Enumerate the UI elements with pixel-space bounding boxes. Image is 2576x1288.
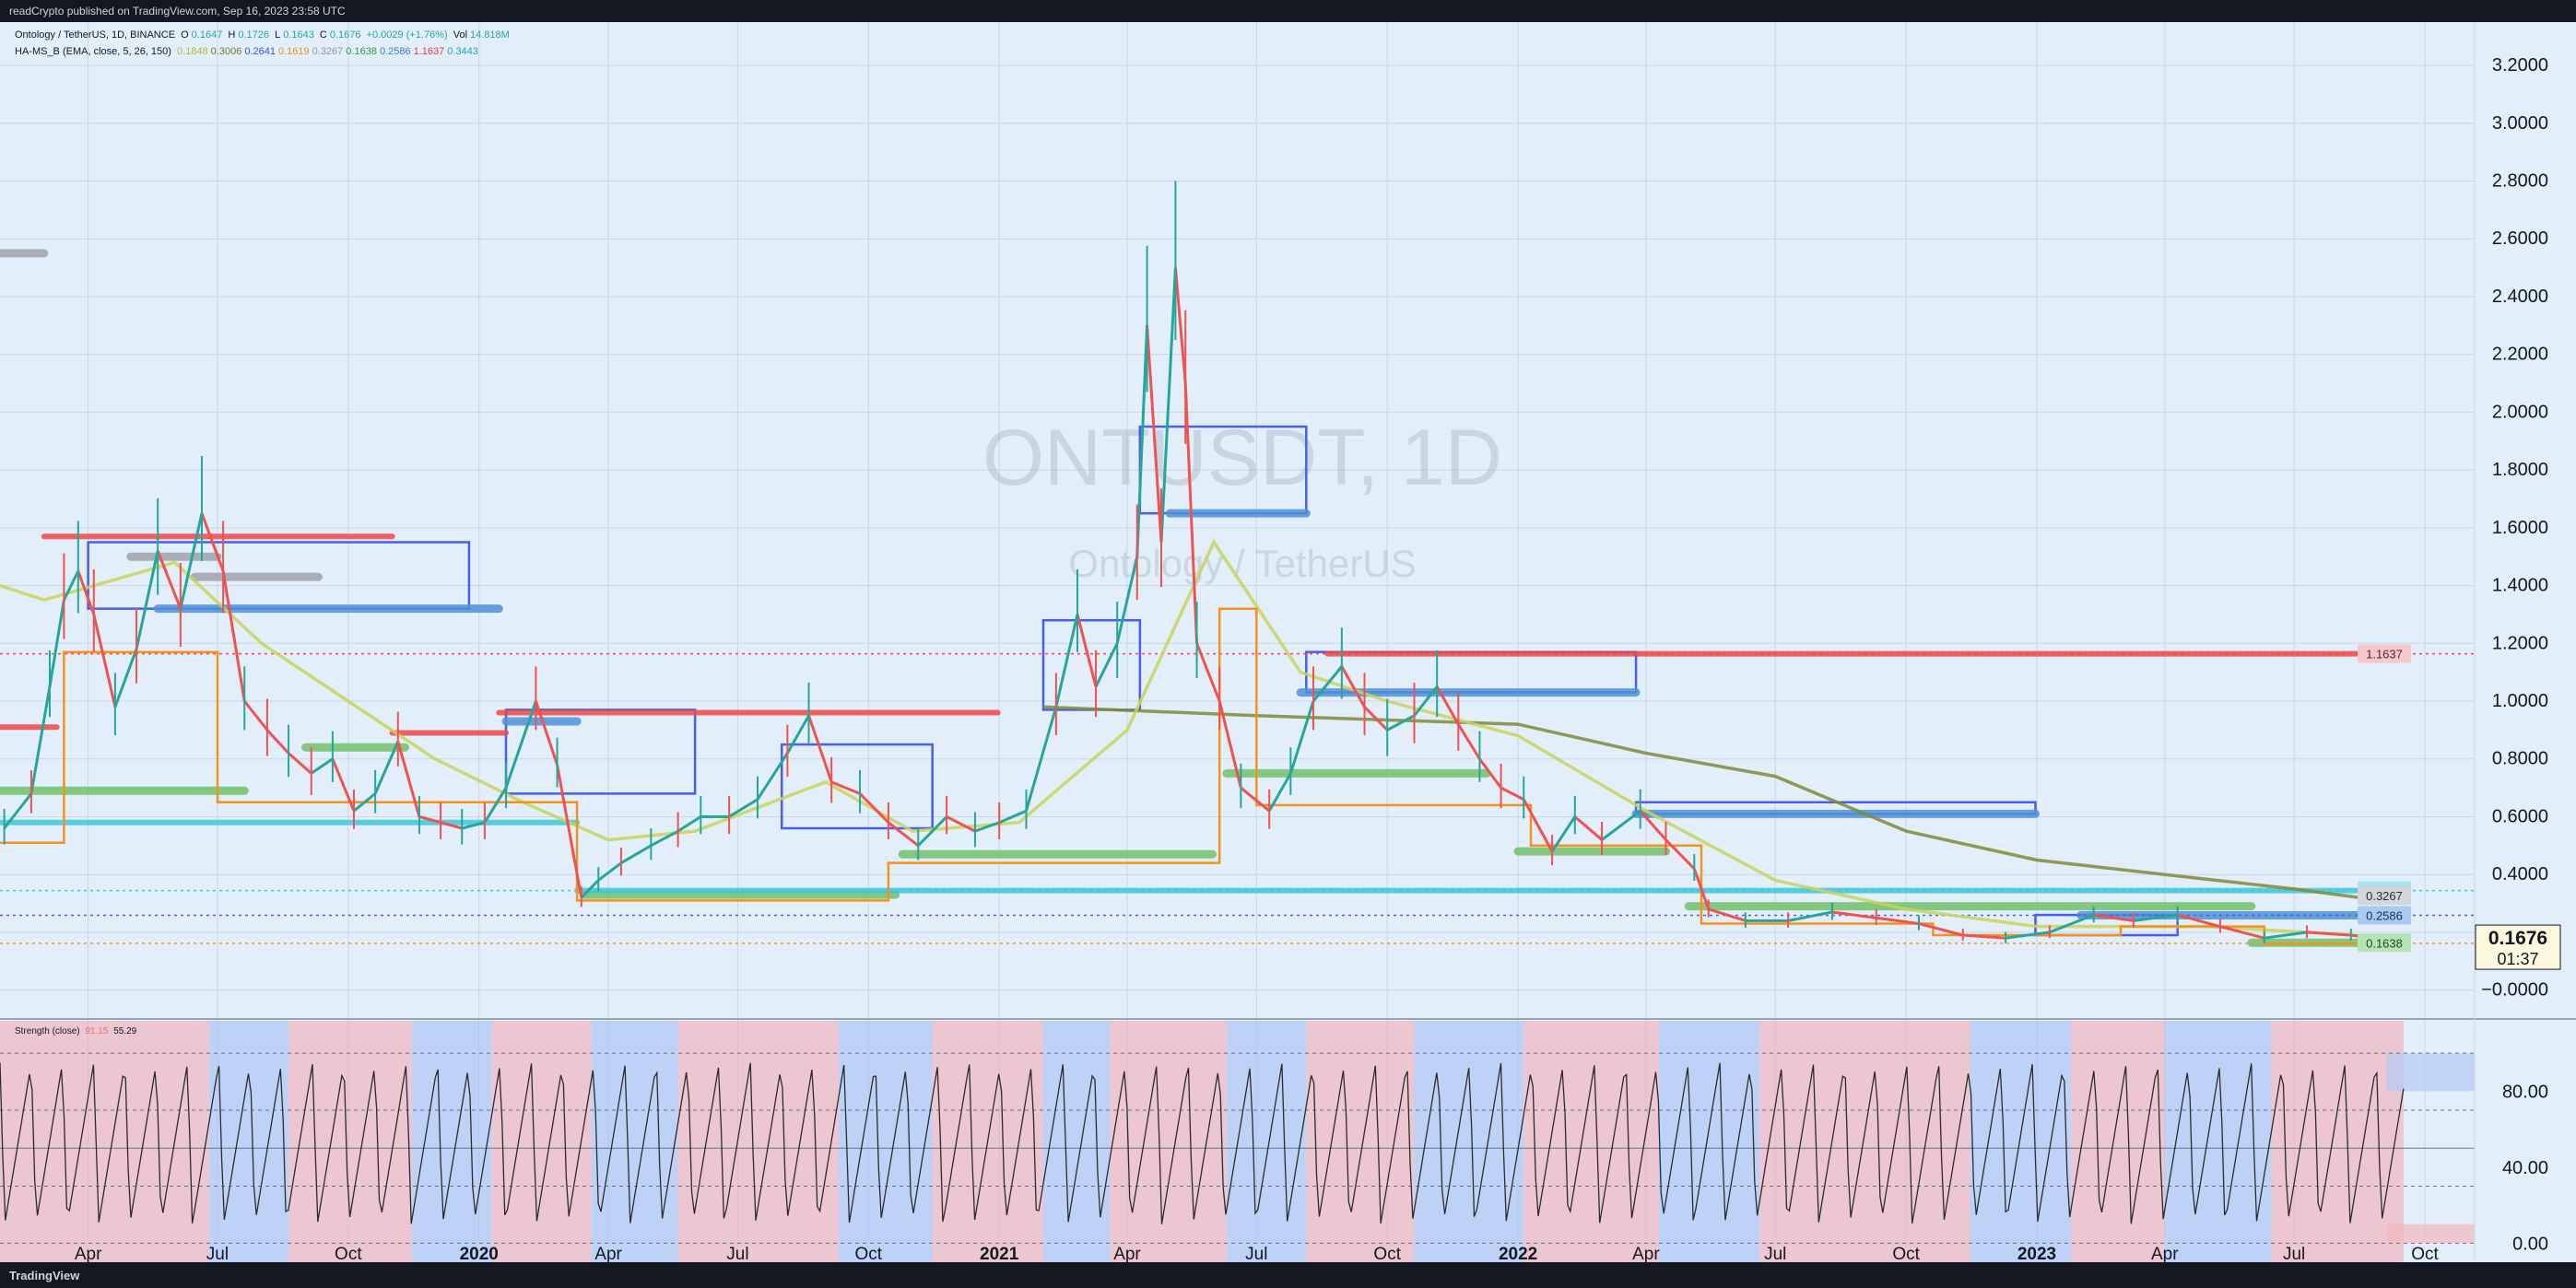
strength-band xyxy=(1227,1021,1306,1262)
price-tick-label: 0.4000 xyxy=(2492,864,2548,884)
volume-value: 14.818M xyxy=(470,29,510,41)
price-tick-label: 2.0000 xyxy=(2492,402,2548,422)
time-tick-label: 2022 xyxy=(1499,1245,1537,1262)
strength-band xyxy=(492,1021,592,1262)
strength-value-2: 55.29 xyxy=(113,1026,136,1036)
price-tick-label: 1.6000 xyxy=(2492,518,2548,538)
countdown-text: 01:37 xyxy=(2497,950,2538,968)
strength-band xyxy=(839,1021,933,1262)
last-price-text: 0.1676 xyxy=(2488,928,2547,949)
close-label: C xyxy=(320,29,327,41)
price-tick-label: 3.2000 xyxy=(2492,55,2548,76)
time-tick-label: Oct xyxy=(2411,1245,2439,1262)
price-tick-label: 1.4000 xyxy=(2492,576,2548,596)
strength-band xyxy=(592,1021,678,1262)
strength-band xyxy=(1659,1021,1759,1262)
strength-tick-label: 0.00 xyxy=(2512,1234,2548,1254)
strength-band xyxy=(0,1021,209,1262)
time-tick-label: Apr xyxy=(594,1245,622,1262)
price-tick-label: −0.0000 xyxy=(2481,980,2548,1001)
time-tick-label: Apr xyxy=(75,1245,102,1262)
volume-label: Vol xyxy=(453,29,467,41)
symbol-legend[interactable]: Ontology / TetherUS, 1D, BINANCE O 0.1647… xyxy=(15,29,512,41)
published-text: readCrypto published on TradingView.com,… xyxy=(9,5,346,18)
strength-band xyxy=(412,1021,491,1262)
strength-tick-label: 80.00 xyxy=(2502,1082,2548,1102)
indicator-value-6: 0.1638 xyxy=(346,46,377,57)
low-value: 0.1643 xyxy=(283,29,314,41)
footer-bar: TradingView xyxy=(0,1262,2576,1288)
high-value: 0.1726 xyxy=(238,29,269,41)
strength-band xyxy=(2071,1021,2165,1262)
strength-tick-label: 40.00 xyxy=(2502,1158,2548,1178)
price-tick-label: 0.6000 xyxy=(2492,806,2548,826)
indicator-value-2: 0.3006 xyxy=(211,46,242,57)
chart-canvas[interactable]: ONTUSDT, 1D Ontology / TetherUS 80.00 40.… xyxy=(0,22,2576,1262)
price-tick-label: 1.2000 xyxy=(2492,633,2548,653)
time-tick-label: Oct xyxy=(1892,1245,1920,1262)
strength-band xyxy=(2271,1021,2403,1262)
strength-title: Strength (close) xyxy=(15,1026,80,1036)
strength-legend[interactable]: Strength (close) 91.15 55.29 xyxy=(15,1026,139,1036)
time-tick-label: Jul xyxy=(206,1245,229,1262)
high-label: H xyxy=(228,29,235,41)
time-tick-label: Jul xyxy=(1245,1245,1267,1262)
price-pane-background xyxy=(0,22,2576,1019)
time-tick-label: 2023 xyxy=(2017,1245,2056,1262)
price-tick-label: 1.0000 xyxy=(2492,691,2548,711)
price-tick-label: 2.6000 xyxy=(2492,228,2548,249)
strength-band xyxy=(1523,1021,1659,1262)
time-tick-label: 2021 xyxy=(980,1245,1019,1262)
price-tick-label: 0.8000 xyxy=(2492,749,2548,769)
indicator-value-7: 0.2586 xyxy=(380,46,411,57)
strength-band xyxy=(678,1021,839,1262)
chart-area[interactable]: ONTUSDT, 1D Ontology / TetherUS 80.00 40.… xyxy=(0,22,2576,1262)
symbol-title: Ontology / TetherUS, 1D, BINANCE xyxy=(15,29,175,41)
close-value: 0.1676 xyxy=(330,29,361,41)
open-label: O xyxy=(181,29,189,41)
time-tick-label: Apr xyxy=(1113,1245,1141,1262)
low-label: L xyxy=(275,29,280,41)
indicator-value-3: 0.2641 xyxy=(244,46,276,57)
price-tick-label: 3.0000 xyxy=(2492,113,2548,134)
time-tick-label: Oct xyxy=(855,1245,883,1262)
time-tick-label: Oct xyxy=(335,1245,362,1262)
indicator-value-9: 0.3443 xyxy=(447,46,478,57)
strength-band xyxy=(1306,1021,1414,1262)
price-tick-label: 1.8000 xyxy=(2492,460,2548,480)
price-label-text: 0.2586 xyxy=(2366,909,2403,923)
time-tick-label: Oct xyxy=(1373,1245,1401,1262)
strength-band xyxy=(2165,1021,2272,1262)
strength-band xyxy=(1759,1021,1970,1262)
published-header: readCrypto published on TradingView.com,… xyxy=(0,0,2576,22)
tradingview-logo[interactable]: TradingView xyxy=(9,1269,79,1282)
strength-zone-high xyxy=(2387,1053,2475,1091)
indicator-title: HA-MS_B (EMA, close, 5, 26, 150) xyxy=(15,46,171,57)
time-tick-label: Apr xyxy=(2151,1245,2179,1262)
price-label-text: 0.1638 xyxy=(2366,936,2403,950)
price-tick-label: 2.4000 xyxy=(2492,287,2548,307)
strength-band xyxy=(1415,1021,1524,1262)
indicator-legend[interactable]: HA-MS_B (EMA, close, 5, 26, 150) 0.1848 0… xyxy=(15,46,481,57)
time-tick-label: Apr xyxy=(1632,1245,1660,1262)
time-tick-label: Jul xyxy=(726,1245,748,1262)
indicator-value-5: 0.3267 xyxy=(312,46,344,57)
price-tick-label: 2.2000 xyxy=(2492,345,2548,365)
strength-band xyxy=(1043,1021,1110,1262)
time-tick-label: 2020 xyxy=(460,1245,499,1262)
strength-band xyxy=(1970,1021,2071,1262)
strength-zone-low xyxy=(2387,1224,2475,1244)
indicator-value-4: 0.1619 xyxy=(278,46,310,57)
change-value: +0.0029 (+1.76%) xyxy=(367,29,448,41)
price-tick-label: 2.8000 xyxy=(2492,170,2548,191)
time-tick-label: Jul xyxy=(1764,1245,1786,1262)
time-tick-label: Jul xyxy=(2283,1245,2305,1262)
price-label-text: 1.1637 xyxy=(2366,648,2403,662)
price-label-text: 0.3267 xyxy=(2366,889,2403,903)
indicator-value-8: 1.1637 xyxy=(414,46,445,57)
watermark-name: Ontology / TetherUS xyxy=(1068,542,1416,585)
strength-value-1: 91.15 xyxy=(85,1026,108,1036)
open-value: 0.1647 xyxy=(192,29,223,41)
indicator-value-1: 0.1848 xyxy=(177,46,208,57)
